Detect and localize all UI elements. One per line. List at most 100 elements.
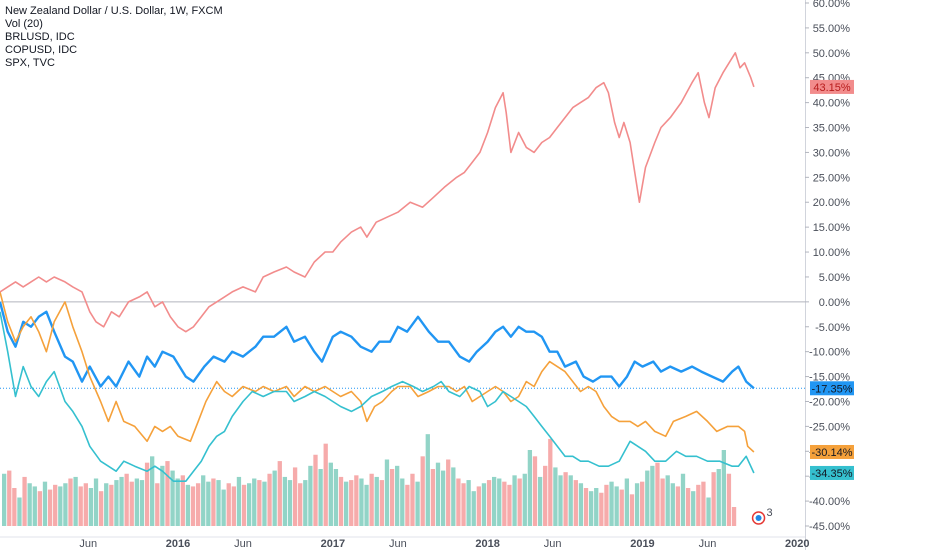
legend-volume[interactable]: Vol (20) xyxy=(5,18,43,30)
legend-brlusd[interactable]: BRLUSD, IDC xyxy=(5,31,75,43)
y-tick-label: 10.00% xyxy=(813,247,851,259)
volume-bar xyxy=(257,480,262,526)
volume-bar xyxy=(456,478,461,526)
volume-bar xyxy=(2,473,7,526)
volume-bar xyxy=(578,483,584,526)
volume-bar xyxy=(558,475,563,526)
volume-bar xyxy=(247,483,252,526)
volume-bar xyxy=(63,483,68,526)
volume-bar xyxy=(440,470,446,526)
volume-bar xyxy=(282,476,288,526)
volume-bar xyxy=(731,507,737,526)
volume-bar xyxy=(308,465,313,526)
volume-bar xyxy=(502,481,507,526)
volume-bar xyxy=(292,467,298,526)
y-tick-label: 5.00% xyxy=(819,272,850,284)
volume-bar xyxy=(624,478,630,526)
last-value-tag-spx xyxy=(810,79,854,94)
last-value-label-brl: -30.14% xyxy=(812,447,853,459)
volume-bar xyxy=(522,473,527,526)
legend-spx[interactable]: SPX, TVC xyxy=(5,57,55,69)
last-value-label-spx: 43.15% xyxy=(813,82,851,94)
volume-bar xyxy=(537,476,543,526)
volume-bar xyxy=(573,480,578,526)
volume-bar xyxy=(83,483,88,526)
volume-bar xyxy=(553,467,558,526)
x-tick-label: 2018 xyxy=(475,538,499,550)
y-tick-label: 35.00% xyxy=(813,123,851,135)
volume-bar xyxy=(721,450,726,526)
volume-bar xyxy=(318,469,323,526)
volume-bar xyxy=(527,450,533,526)
volume-bar xyxy=(532,456,538,526)
volume-bar xyxy=(144,462,150,526)
x-tick-label: Jun xyxy=(389,538,407,550)
volume-bar xyxy=(241,484,247,526)
volume-bar xyxy=(272,470,277,526)
volume-bar xyxy=(124,473,129,526)
volume-bar xyxy=(645,470,650,526)
volume-bar xyxy=(201,475,206,526)
volume-bar xyxy=(12,488,17,526)
volume-bar xyxy=(22,476,27,526)
volume-bar xyxy=(333,469,339,526)
volume-bar xyxy=(410,473,415,526)
volume-bar xyxy=(461,483,466,526)
y-tick-label: 25.00% xyxy=(813,172,851,184)
series-line-main xyxy=(0,301,755,390)
volume-bar xyxy=(517,478,522,526)
legend-copusd[interactable]: COPUSD, IDC xyxy=(5,44,78,56)
volume-bar xyxy=(492,476,497,526)
volume-bar xyxy=(221,489,226,526)
legend-title[interactable]: New Zealand Dollar / U.S. Dollar, 1W, FX… xyxy=(5,5,223,17)
volume-bar xyxy=(583,488,589,526)
y-tick-label: 40.00% xyxy=(813,98,851,110)
series-line-brl xyxy=(0,291,755,453)
last-value-tag-brl xyxy=(810,444,854,459)
volume-bar xyxy=(604,484,609,526)
x-tick-label: 2017 xyxy=(321,538,345,550)
volume-bar xyxy=(497,478,502,526)
volume-bar xyxy=(696,484,701,526)
volume-bar xyxy=(588,491,594,526)
volume-bar xyxy=(231,486,236,526)
volume-bar xyxy=(650,465,655,526)
volume-bar xyxy=(216,480,221,526)
volume-bar xyxy=(476,486,481,526)
volume-bar xyxy=(206,481,211,526)
volume-bar xyxy=(369,473,374,526)
y-tick-label: -10.00% xyxy=(809,347,850,359)
volume-bar xyxy=(430,469,436,526)
volume-bar xyxy=(619,489,624,526)
volume-bar xyxy=(349,480,354,526)
y-tick-label: 0.00% xyxy=(819,297,850,309)
volume-bar xyxy=(691,491,696,526)
y-tick-label: -40.00% xyxy=(809,496,850,508)
volume-bar xyxy=(660,478,665,526)
volume-bar xyxy=(568,475,573,526)
volume-bar xyxy=(68,478,73,526)
volume-bar xyxy=(195,483,201,526)
volume-bar xyxy=(359,478,364,526)
volume-bar xyxy=(420,456,425,526)
x-tick-label: 2016 xyxy=(166,538,190,550)
volume-bar xyxy=(211,478,216,526)
y-tick-label: 55.00% xyxy=(813,23,851,35)
volume-bar xyxy=(466,480,471,526)
volume-bar xyxy=(32,486,37,526)
volume-bar xyxy=(716,469,721,526)
volume-bar xyxy=(109,484,114,526)
volume-bar xyxy=(435,462,441,526)
volume-bar xyxy=(150,456,155,526)
volume-bar xyxy=(594,488,599,526)
y-tick-label: -25.00% xyxy=(809,421,850,433)
volume-bar xyxy=(711,472,716,526)
volume-bar xyxy=(405,484,410,526)
volume-bar xyxy=(37,491,43,526)
volume-bar xyxy=(303,480,308,526)
volume-bar xyxy=(236,476,242,526)
volume-bar xyxy=(563,472,568,526)
volume-bar xyxy=(88,488,94,526)
volume-bar xyxy=(17,497,22,526)
